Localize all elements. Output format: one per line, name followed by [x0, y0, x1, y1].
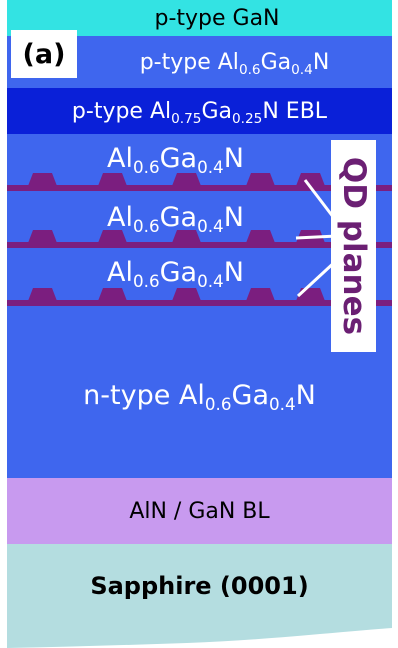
qd-plane-1: [7, 173, 392, 191]
layer-active-region: [7, 134, 392, 312]
layer-buffer: AlN / GaN BL: [7, 478, 392, 544]
layer-n-algan-label: n-type Al0.6Ga0.4N: [83, 379, 316, 414]
layer-substrate-label: Sapphire (0001): [90, 572, 309, 600]
layer-substrate: Sapphire (0001): [7, 544, 392, 648]
quantum-dot: [98, 173, 127, 186]
layer-p-algan-label: p-type Al0.6Ga0.4N: [139, 49, 330, 78]
barrier-3: Al0.6Ga0.4N: [7, 250, 392, 295]
wetting-layer: [7, 185, 392, 191]
layer-ebl-label: p-type Al0.75Ga0.25N EBL: [71, 98, 328, 127]
quantum-dot: [28, 288, 57, 301]
barrier-2-label: Al0.6Ga0.4N: [107, 202, 244, 236]
layer-n-algan: n-type Al0.6Ga0.4N: [7, 312, 392, 478]
quantum-dot: [28, 230, 57, 243]
layer-ebl: p-type Al0.75Ga0.25N EBL: [7, 88, 392, 134]
quantum-dot: [246, 230, 275, 243]
layer-p-gan-label: p-type GaN: [154, 5, 280, 31]
substrate-shape: [7, 544, 392, 648]
qd-pointer-line-3: [296, 258, 339, 298]
barrier-1: Al0.6Ga0.4N: [7, 138, 392, 178]
quantum-dot: [172, 173, 201, 186]
wetting-layer: [7, 300, 392, 306]
quantum-dot: [246, 288, 275, 301]
quantum-dot: [172, 288, 201, 301]
quantum-dot: [98, 288, 127, 301]
quantum-dot: [296, 173, 325, 186]
quantum-dot: [246, 173, 275, 186]
wetting-layer: [7, 242, 392, 248]
barrier-1-label: Al0.6Ga0.4N: [107, 142, 244, 177]
qd-planes-label: QD planes: [336, 156, 372, 336]
qd-plane-3: [7, 288, 392, 306]
barrier-2: Al0.6Ga0.4N: [7, 195, 392, 240]
quantum-dot: [172, 230, 201, 243]
qd-pointer-line-2: [295, 234, 338, 240]
quantum-dot: [28, 173, 57, 186]
layer-buffer-label: AlN / GaN BL: [129, 498, 270, 524]
barrier-3-label: Al0.6Ga0.4N: [107, 257, 244, 291]
figure-label: (a): [11, 30, 77, 78]
quantum-dot: [98, 230, 127, 243]
qd-label-box: [331, 140, 376, 352]
